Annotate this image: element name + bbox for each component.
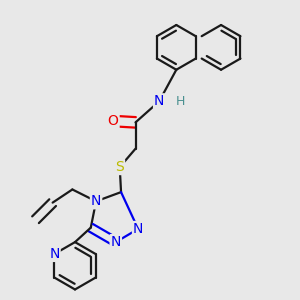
- Text: N: N: [91, 194, 101, 208]
- Text: S: S: [116, 160, 124, 174]
- Text: N: N: [133, 222, 143, 236]
- Text: H: H: [176, 95, 185, 108]
- Text: O: O: [108, 114, 118, 128]
- Text: N: N: [154, 94, 164, 108]
- Text: N: N: [111, 235, 121, 249]
- Text: N: N: [49, 247, 60, 261]
